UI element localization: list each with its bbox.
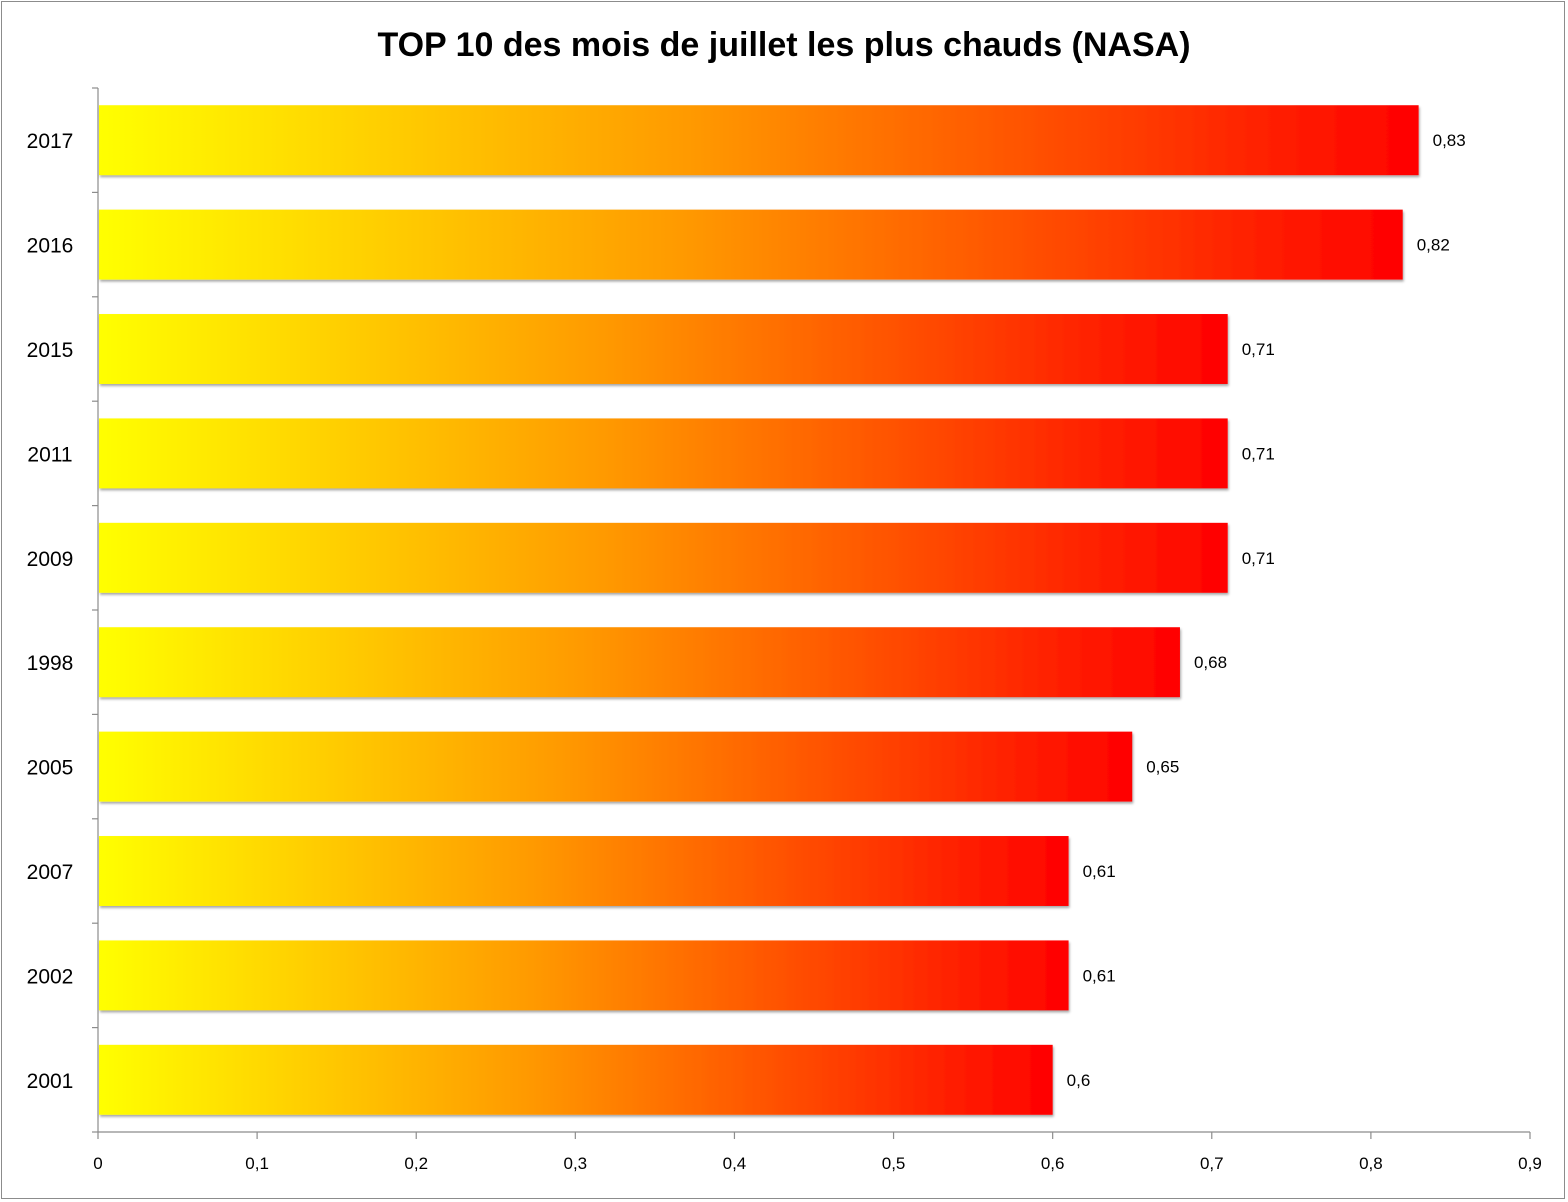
category-label-2005: 2005 [27, 757, 74, 780]
value-label-2005: 0,65 [1146, 758, 1179, 777]
value-label-2002: 0,61 [1083, 966, 1116, 985]
value-label-1998: 0,68 [1194, 653, 1227, 672]
bar-2001 [99, 1044, 1053, 1115]
category-label-1998: 1998 [27, 652, 74, 675]
x-tick-label: 0,8 [1359, 1154, 1383, 1173]
x-tick-label: 0,4 [723, 1154, 747, 1173]
category-label-2017: 2017 [27, 130, 74, 153]
value-label-2016: 0,82 [1417, 236, 1450, 255]
x-tick-label: 0,7 [1200, 1154, 1224, 1173]
chart-title: TOP 10 des mois de juillet les plus chau… [377, 26, 1190, 64]
value-label-2009: 0,71 [1242, 549, 1275, 568]
bar-2007 [99, 836, 1069, 906]
bar-2005 [99, 731, 1133, 802]
category-label-2016: 2016 [27, 235, 74, 258]
category-label-2007: 2007 [27, 861, 74, 884]
value-label-2015: 0,71 [1242, 340, 1275, 359]
value-label-2007: 0,61 [1083, 862, 1116, 881]
x-tick-label: 0,1 [245, 1154, 269, 1173]
x-tick-label: 0,3 [564, 1154, 588, 1173]
bar-2016 [99, 209, 1403, 280]
value-label-2001: 0,6 [1067, 1071, 1091, 1090]
x-tick-label: 0,9 [1518, 1154, 1542, 1173]
bar-2017 [99, 105, 1419, 176]
x-tick-label: 0,2 [404, 1154, 428, 1173]
bar-2015 [99, 314, 1228, 384]
category-label-2015: 2015 [27, 339, 74, 362]
x-tick-label: 0,6 [1041, 1154, 1065, 1173]
bar-2002 [99, 940, 1069, 1011]
category-label-2001: 2001 [27, 1070, 74, 1093]
bar-2009 [99, 522, 1228, 593]
value-label-2011: 0,71 [1242, 444, 1275, 463]
bar-1998 [99, 627, 1180, 698]
category-label-2002: 2002 [27, 965, 74, 988]
x-tick-label: 0,5 [882, 1154, 906, 1173]
bar-2011 [99, 418, 1228, 489]
category-label-2011: 2011 [27, 443, 72, 466]
category-label-2009: 2009 [27, 548, 74, 571]
value-label-2017: 0,83 [1433, 131, 1466, 150]
x-tick-label: 0 [93, 1154, 102, 1173]
